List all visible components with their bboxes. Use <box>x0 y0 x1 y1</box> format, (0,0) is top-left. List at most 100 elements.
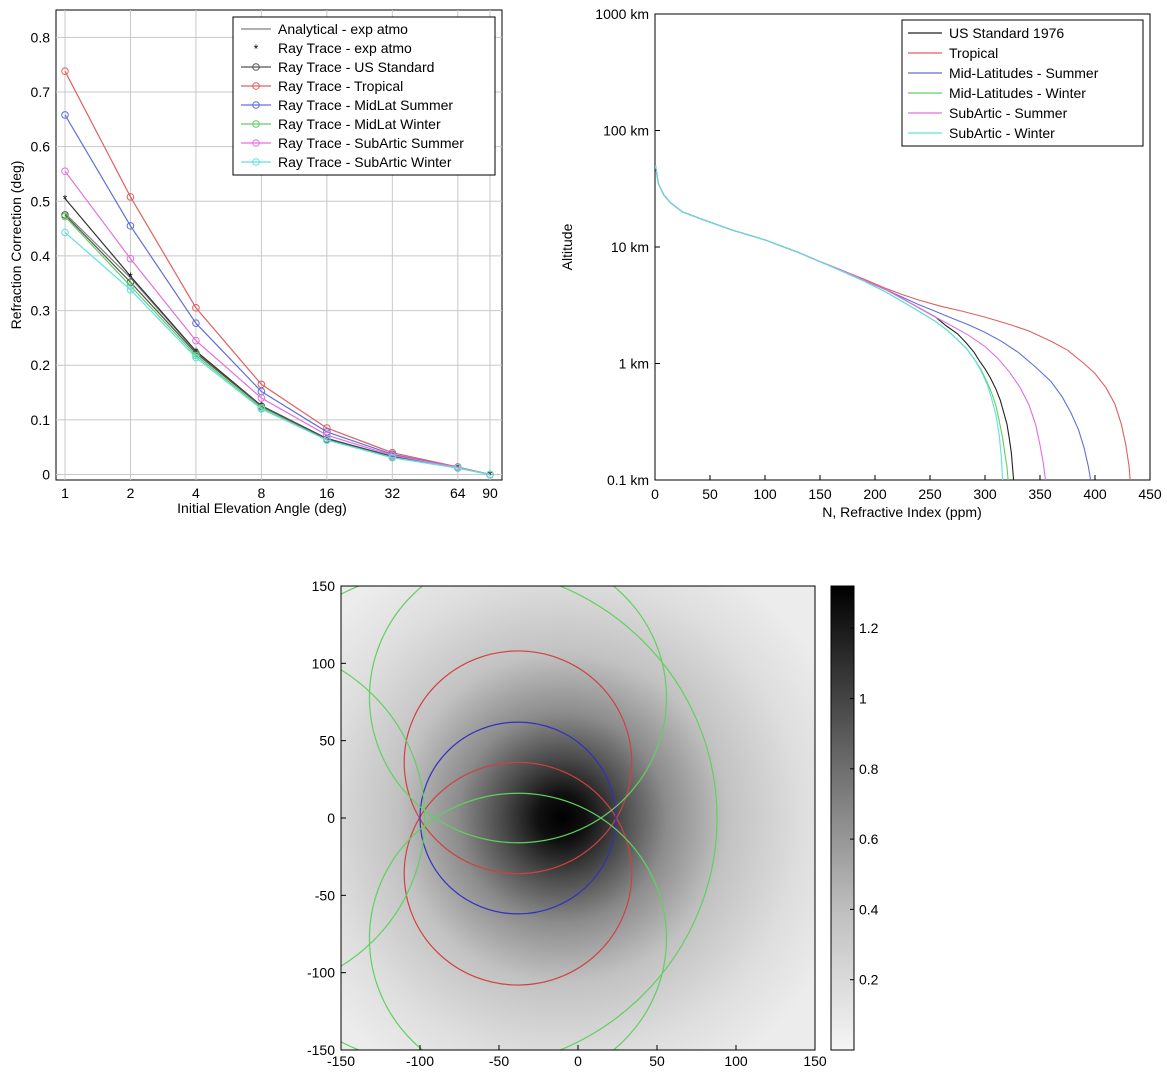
data-point <box>323 431 331 439</box>
data-point <box>61 228 69 237</box>
x-tick-label: 50 <box>649 1053 665 1069</box>
x-tick-label: -50 <box>489 1053 509 1069</box>
refraction-correction-chart: ******** 1 2 4 8 16 32 64 90 00.10.20.30.40.50.… <box>8 9 503 516</box>
y-tick-label: 50 <box>319 733 335 749</box>
y-tick-label: 0.1 km <box>607 472 649 488</box>
circle-overlay <box>403 761 633 986</box>
x-tick-labels: -150 -100 -50 0 50 100 150 <box>327 1053 827 1069</box>
y-tick-label: 0 <box>42 467 50 483</box>
data-point <box>388 453 397 462</box>
legend-marker <box>252 139 260 147</box>
x-tick-label: 100 <box>753 486 777 502</box>
legend-item: US Standard 1976 <box>908 25 1064 41</box>
y-tick-label: 0.1 <box>31 412 51 428</box>
y-tick-label: 0.8 <box>31 29 51 45</box>
series-line <box>64 231 491 476</box>
series-ray-trace-subartic-winter <box>61 228 494 479</box>
legend-item: Ray Trace - Tropical <box>241 78 403 94</box>
circle-overlay <box>341 669 426 967</box>
heatmap-chart: -150 -100 -50 0 50 100 150 -150 -100 -50 0 50 100 15… <box>307 578 879 1069</box>
data-point <box>192 304 200 312</box>
data-point <box>388 451 397 460</box>
legend-label: Tropical <box>949 45 998 61</box>
legend-box <box>901 19 1144 147</box>
x-tick-label: 4 <box>192 485 200 501</box>
legend-item: Ray Trace - MidLat Winter <box>241 116 441 132</box>
data-point <box>454 464 462 472</box>
y-tick-label: 0.5 <box>31 193 51 209</box>
legend-label: Ray Trace - US Standard <box>278 59 434 75</box>
y-tick-label: 0.3 <box>31 303 51 319</box>
y-tick-labels: 0.1 km 1 km 10 km 100 km 1000 km <box>595 6 649 488</box>
data-point <box>61 67 69 76</box>
legend: US Standard 1976 Tropical Mid-Latitudes - … <box>901 19 1144 147</box>
data-point <box>192 351 200 360</box>
circle-overlay <box>341 586 718 1050</box>
legend-label: SubArtic - Winter <box>949 125 1055 141</box>
y-tick-labels: 0 0.1 0.2 0.3 0.4 0.5 0.6 0.7 0.8 <box>31 29 51 482</box>
colorbar-tick-label: 0.6 <box>859 831 879 847</box>
x-tick-label: 100 <box>724 1053 748 1069</box>
data-point <box>61 111 69 119</box>
data-point <box>126 193 135 201</box>
legend-item: Mid-Latitudes - Winter <box>908 85 1086 101</box>
y-tick-label: 0.7 <box>31 84 51 100</box>
legend-marker <box>252 101 260 109</box>
grid <box>56 10 502 480</box>
x-tick-label: 0 <box>574 1053 582 1069</box>
y-axis-label: Refraction Correction (deg) <box>8 161 24 330</box>
data-point <box>192 336 200 345</box>
legend-item: Ray Trace - MidLat Summer <box>241 97 453 113</box>
data-point <box>257 394 266 402</box>
data-point <box>126 254 135 263</box>
x-tick-label: 2 <box>127 485 135 501</box>
x-tick-label: 200 <box>863 486 887 502</box>
x-tick-label: 150 <box>803 1053 827 1069</box>
series-group <box>654 165 1131 481</box>
colorbar-tick-label: 0.8 <box>859 761 879 777</box>
data-point <box>61 167 69 176</box>
legend-label: Ray Trace - SubArtic Winter <box>278 154 452 170</box>
circle-overlay <box>368 792 668 1050</box>
x-tick-label: 64 <box>450 485 466 501</box>
legend-label: Ray Trace - MidLat Winter <box>278 116 441 132</box>
legend-item: Analytical - exp atmo <box>241 21 408 37</box>
series-subartic-winter <box>654 165 1004 481</box>
y-tick-label: 0.4 <box>31 248 51 264</box>
y-tick-labels: -150 -100 -50 0 50 100 150 <box>307 578 335 1058</box>
y-tick-label: -50 <box>315 887 335 903</box>
x-tick-label: -100 <box>406 1053 434 1069</box>
legend-label: Analytical - exp atmo <box>278 21 408 37</box>
data-point: * <box>128 270 133 284</box>
legend-item: SubArtic - Winter <box>908 125 1055 141</box>
y-tick-label: 1000 km <box>595 6 649 22</box>
x-tick-label: 90 <box>482 485 498 501</box>
data-point: * <box>63 193 68 207</box>
data-point <box>323 436 331 444</box>
x-tick-label: 1 <box>61 485 69 501</box>
x-tick-label: 250 <box>918 486 942 502</box>
y-tick-label: 100 <box>312 655 336 671</box>
x-tick-label: 0 <box>651 486 659 502</box>
data-point <box>126 222 135 230</box>
data-point <box>61 212 69 221</box>
x-tick-label: 400 <box>1083 486 1107 502</box>
refractive-index-profile-chart: 0 50 100 150 200 250 300 350 400 450 0.1 km 1 km 10… <box>559 6 1162 520</box>
colorbar-tick-label: 1 <box>859 690 867 706</box>
x-axis-label: N, Refractive Index (ppm) <box>822 504 982 520</box>
y-tick-label: 150 <box>312 578 336 594</box>
series-group: ******** <box>61 67 494 483</box>
colorbar-tick-label: 0.2 <box>859 972 879 988</box>
data-point: * <box>488 469 493 483</box>
legend-item: SubArtic - Summer <box>908 105 1068 121</box>
colorbar-tick-label: 1.2 <box>859 620 879 636</box>
legend-label: SubArtic - Summer <box>949 105 1068 121</box>
legend-label: Ray Trace - Tropical <box>278 78 403 94</box>
data-point <box>192 349 200 358</box>
x-tick-label: 8 <box>258 485 266 501</box>
legend: Analytical - exp atmo * Ray Trace - exp at… <box>232 16 496 176</box>
legend-label: Ray Trace - exp atmo <box>278 40 412 56</box>
legend-label: Mid-Latitudes - Winter <box>949 85 1086 101</box>
legend-label: US Standard 1976 <box>949 25 1064 41</box>
colorbar-tick-label: 0.4 <box>859 901 879 917</box>
